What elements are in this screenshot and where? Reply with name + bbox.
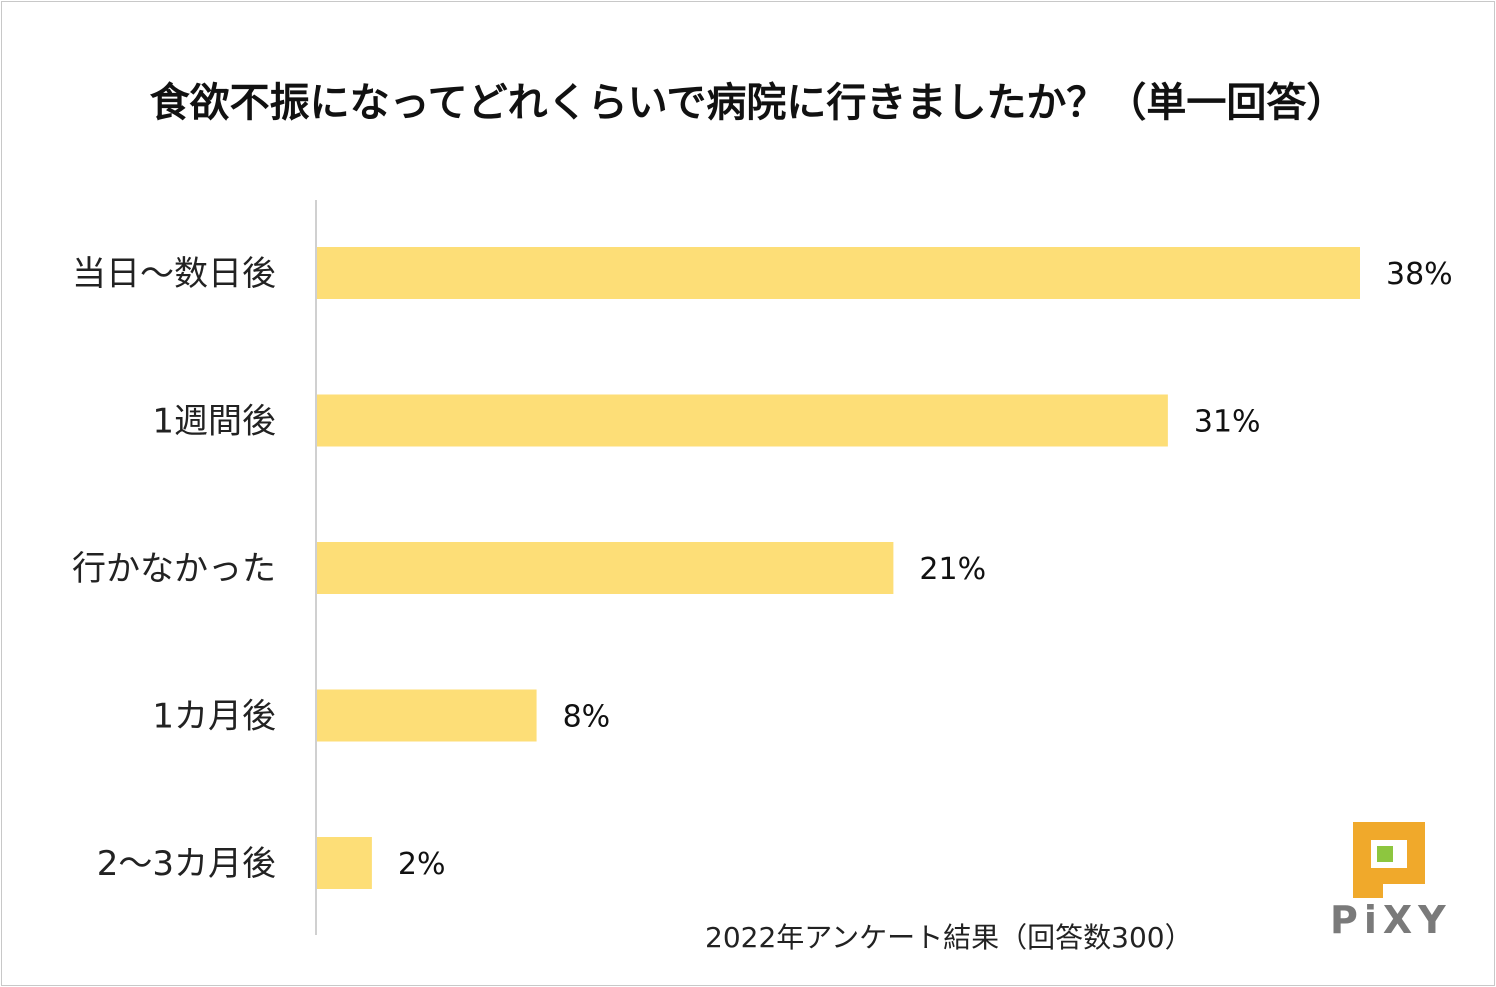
pixy-logo-icon	[1353, 822, 1425, 898]
chart-title: 食欲不振になってどれくらいで病院に行きましたか？（単一回答）	[149, 80, 1347, 126]
bar-2	[317, 394, 1168, 447]
bar-5	[317, 837, 372, 889]
bar-1	[317, 247, 1360, 299]
pixy-logo-text: PiXY	[1330, 898, 1452, 942]
value-label: 8%	[563, 700, 611, 735]
value-label: 31%	[1194, 405, 1261, 440]
survey-footnote: 2022年アンケート結果（回答数300）	[705, 921, 1193, 954]
value-label: 38%	[1386, 257, 1453, 292]
value-label: 21%	[919, 552, 986, 587]
category-label: 2〜3カ月後	[97, 844, 276, 884]
value-label: 2%	[398, 847, 446, 882]
category-label: 当日〜数日後	[72, 254, 276, 294]
bar-3	[317, 542, 894, 594]
category-label: 行かなかった	[72, 549, 276, 589]
category-label: 1週間後	[152, 402, 276, 442]
bar-4	[317, 689, 537, 742]
category-label: 1カ月後	[152, 697, 276, 737]
